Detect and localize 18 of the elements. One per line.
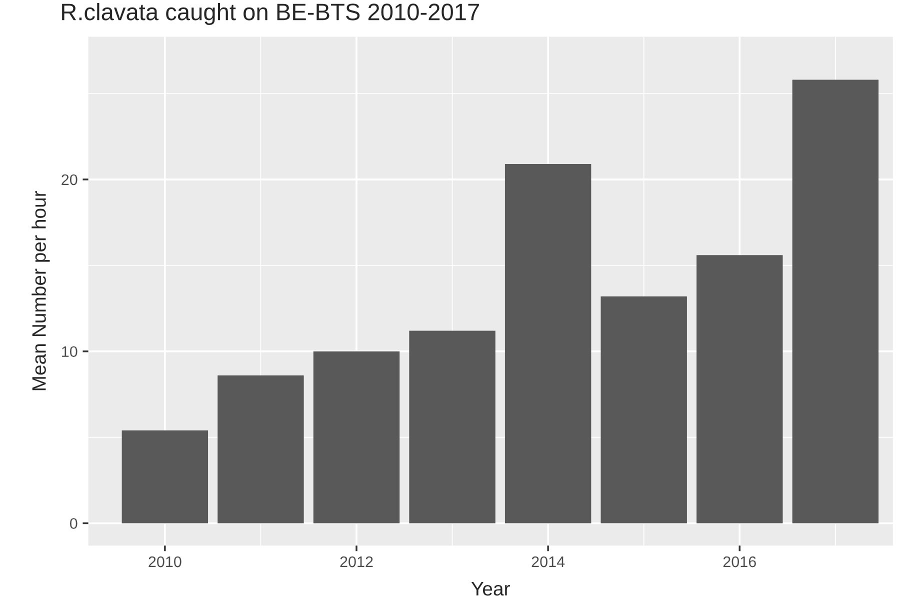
bar: [122, 430, 208, 524]
x-axis-title: Year: [471, 582, 510, 596]
bar: [504, 164, 592, 524]
x-tick-label: 2012: [340, 556, 373, 568]
bar: [600, 296, 687, 524]
bar: [218, 375, 304, 524]
bar: [409, 330, 496, 524]
chart-title: R.clavata caught on BE-BTS 2010-2017: [62, 3, 479, 26]
y-tick-label: 20: [62, 174, 78, 186]
x-tick-label: 2010: [148, 556, 182, 568]
x-tick-label: 2016: [723, 556, 756, 568]
bar: [313, 351, 400, 524]
bar: [696, 255, 783, 524]
y-tick-label: 10: [62, 346, 78, 358]
bar: [792, 80, 879, 524]
y-tick-label: 0: [70, 518, 78, 529]
x-tick-label: 2014: [532, 556, 565, 568]
y-axis-title: Mean Number per hour: [32, 190, 50, 390]
